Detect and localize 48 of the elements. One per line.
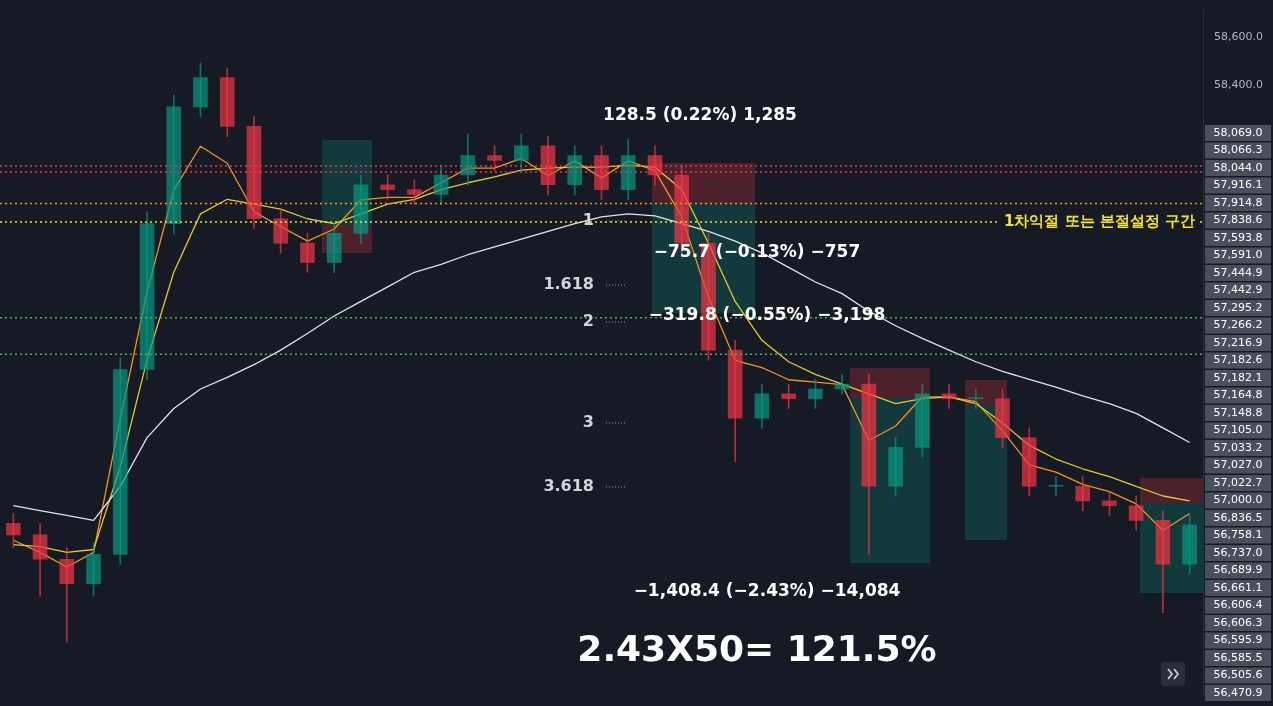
annotation: 1.618 bbox=[543, 274, 594, 294]
annotation: 2 bbox=[582, 311, 594, 331]
text: 57,838.6 bbox=[1213, 213, 1263, 227]
text: 56,505.6 bbox=[1213, 668, 1263, 682]
text: 56,595.9 bbox=[1213, 633, 1263, 647]
text: 56,606.3 bbox=[1213, 615, 1263, 629]
text: 57,182.1 bbox=[1213, 370, 1263, 384]
text: 57,164.8 bbox=[1213, 388, 1263, 402]
y-tick-label: 58,600.0 bbox=[1214, 29, 1263, 43]
text: 58,044.0 bbox=[1213, 160, 1263, 174]
annotation: 3.618 bbox=[543, 476, 594, 496]
text: 57,033.2 bbox=[1213, 440, 1263, 454]
text: 56,689.9 bbox=[1213, 563, 1263, 577]
y-tick-label: 58,400.0 bbox=[1214, 78, 1263, 92]
candlestick bbox=[1048, 476, 1064, 497]
text: 56,661.1 bbox=[1213, 580, 1263, 594]
text: 57,914.8 bbox=[1213, 195, 1263, 209]
text: 57,000.0 bbox=[1213, 493, 1263, 507]
candlestick bbox=[968, 388, 984, 409]
candlestick bbox=[219, 67, 235, 137]
text: 57,148.8 bbox=[1213, 405, 1263, 419]
text: 57,916.1 bbox=[1213, 178, 1263, 192]
ref-line-label: 1차익절 또는 본절설정 구간 bbox=[1003, 211, 1195, 230]
text: 56,836.5 bbox=[1213, 510, 1263, 524]
candlestick bbox=[1021, 427, 1037, 497]
text: 57,216.9 bbox=[1213, 335, 1263, 349]
text: 57,591.0 bbox=[1213, 248, 1263, 262]
annotation: 3 bbox=[582, 412, 594, 432]
annotation: 128.5 (0.22%) 1,285 bbox=[603, 104, 797, 125]
text: 57,593.8 bbox=[1213, 230, 1263, 244]
text: 58,066.3 bbox=[1213, 143, 1263, 157]
annotation: 2.43X50= 121.5% bbox=[577, 628, 937, 670]
text: 57,182.6 bbox=[1213, 353, 1263, 367]
candlestick bbox=[513, 133, 529, 171]
text: 57,022.7 bbox=[1213, 475, 1263, 489]
text: 56,585.5 bbox=[1213, 650, 1263, 664]
text: 57,266.2 bbox=[1213, 318, 1263, 332]
text: 57,444.9 bbox=[1213, 265, 1263, 279]
text: 56,737.0 bbox=[1213, 545, 1263, 559]
annotation: −1,408.4 (−2.43%) −14,084 bbox=[633, 580, 901, 601]
text: 56,470.9 bbox=[1213, 685, 1263, 699]
text: 56,606.4 bbox=[1213, 598, 1263, 612]
text: 56,758.1 bbox=[1213, 528, 1263, 542]
text: 57,105.0 bbox=[1213, 423, 1263, 437]
text: 57,027.0 bbox=[1213, 458, 1263, 472]
text: 57,295.2 bbox=[1213, 300, 1263, 314]
text: 58,069.0 bbox=[1213, 125, 1263, 139]
text: 57,442.9 bbox=[1213, 283, 1263, 297]
